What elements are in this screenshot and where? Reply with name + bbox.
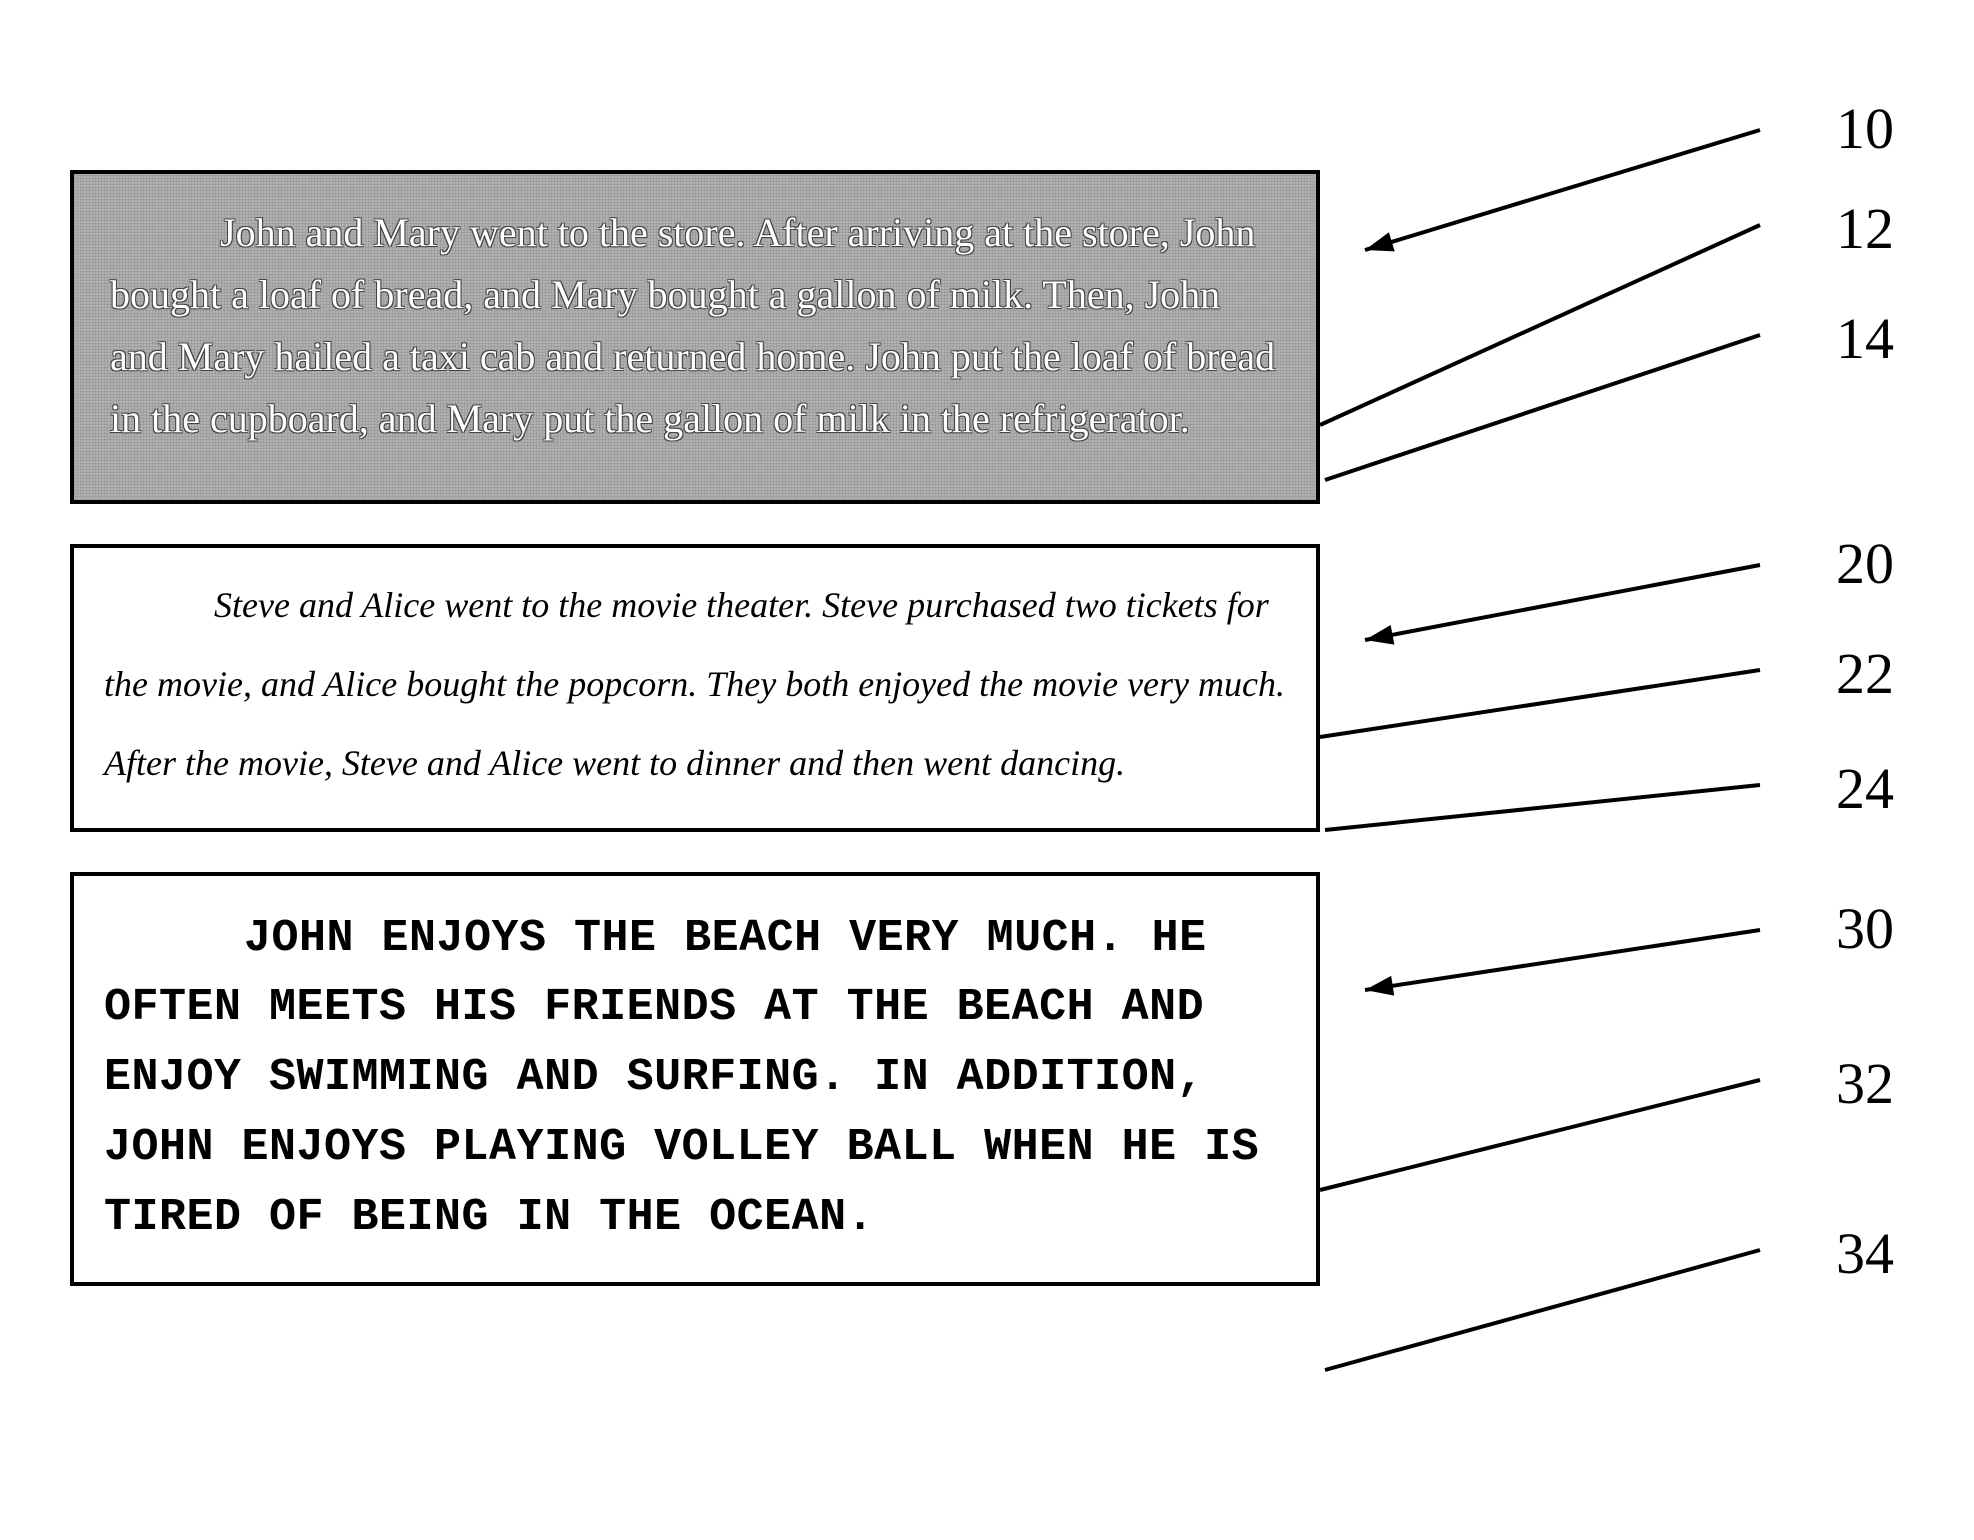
ref-label-20: 20 — [1836, 530, 1894, 597]
ref-label-30: 30 — [1836, 895, 1894, 962]
ref-label-22: 22 — [1836, 640, 1894, 707]
figure-content: John and Mary went to the store. After a… — [70, 170, 1320, 1326]
sample-box-1: John and Mary went to the store. After a… — [70, 170, 1320, 504]
ref-label-12: 12 — [1836, 195, 1894, 262]
sample-box-3: JOHN ENJOYS THE BEACH VERY MUCH. HE OFTE… — [70, 872, 1320, 1287]
ref-label-32: 32 — [1836, 1050, 1894, 1117]
ref-label-10: 10 — [1836, 95, 1894, 162]
sample-box-2: Steve and Alice went to the movie theate… — [70, 544, 1320, 832]
sample-text-3: JOHN ENJOYS THE BEACH VERY MUCH. HE OFTE… — [104, 913, 1259, 1243]
ref-label-14: 14 — [1836, 305, 1894, 372]
ref-label-24: 24 — [1836, 755, 1894, 822]
sample-text-1: John and Mary went to the store. After a… — [110, 210, 1275, 441]
ref-label-34: 34 — [1836, 1220, 1894, 1287]
sample-text-2: Steve and Alice went to the movie theate… — [104, 585, 1285, 783]
